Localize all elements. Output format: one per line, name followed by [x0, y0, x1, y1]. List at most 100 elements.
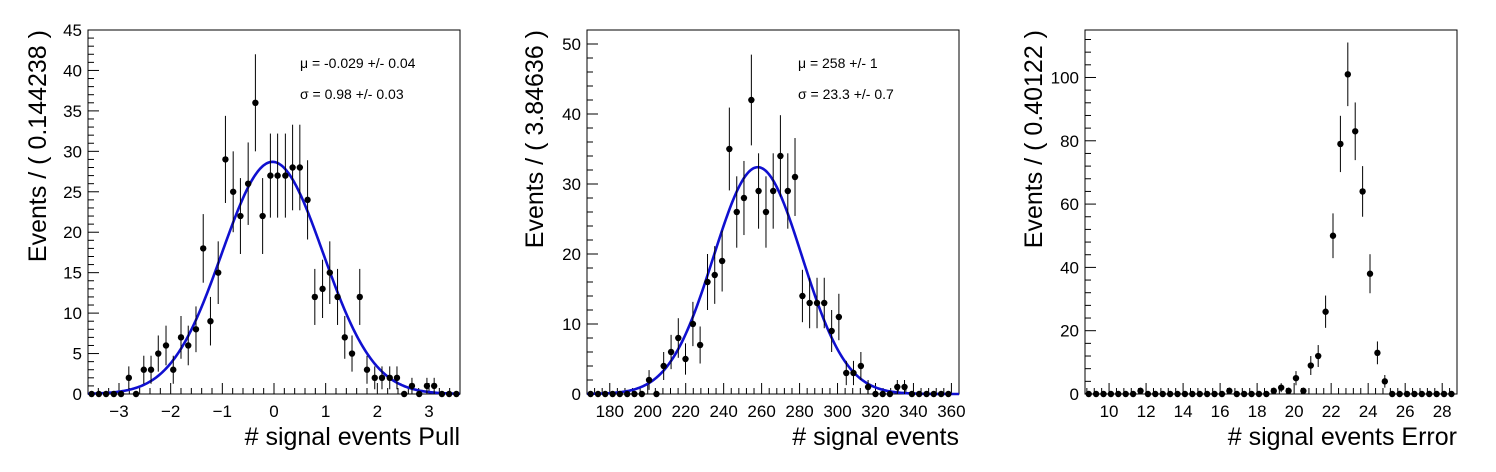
x-tick-label: 200 — [634, 402, 662, 421]
data-point — [1448, 390, 1455, 398]
data-point — [229, 188, 237, 195]
data-point — [1389, 390, 1396, 398]
x-tick-label: 300 — [823, 402, 851, 421]
data-point — [660, 362, 667, 370]
data-point — [110, 390, 118, 398]
plot-frame — [87, 29, 461, 395]
data-point — [1270, 387, 1277, 395]
data-point — [653, 390, 660, 398]
y-axis-title: Events / ( 0.40122 ) — [1020, 30, 1048, 248]
data-point — [1285, 387, 1292, 395]
data-point — [177, 334, 185, 341]
data-point — [682, 355, 689, 363]
data-point — [1092, 390, 1100, 398]
data-point — [624, 390, 631, 398]
data-point — [1100, 390, 1107, 398]
data-point — [1277, 384, 1285, 391]
data-point — [769, 187, 777, 195]
data-point — [282, 172, 289, 179]
data-point — [1255, 390, 1263, 398]
data-point — [689, 320, 697, 328]
data-point — [408, 382, 416, 390]
data-point — [1189, 390, 1196, 398]
x-tick-label: 16 — [1211, 402, 1230, 421]
y-tick-label: 30 — [63, 142, 82, 161]
data-point — [879, 390, 886, 398]
x-tick-label: 220 — [672, 402, 700, 421]
data-point — [1226, 387, 1233, 395]
data-point — [901, 383, 908, 391]
data-point — [748, 96, 755, 104]
data-point — [259, 212, 266, 220]
data-point — [835, 313, 843, 321]
x-tick-label: 2 — [373, 402, 382, 421]
x-tick-label: 14 — [1174, 402, 1193, 421]
data-point — [609, 390, 616, 398]
data-point — [453, 390, 460, 398]
y-tick-label: 35 — [63, 102, 82, 121]
data-point — [1240, 390, 1248, 398]
data-point — [733, 208, 740, 216]
x-tick-label: −2 — [161, 402, 180, 421]
data-point — [915, 390, 923, 398]
data-point — [704, 278, 711, 286]
data-point — [908, 390, 916, 398]
x-axis-title: # signal events — [792, 423, 959, 451]
data-point — [192, 326, 200, 333]
data-point — [894, 383, 901, 391]
data-point — [587, 390, 594, 398]
fit-result-mean: μ = -0.029 +/- 0.04 — [300, 55, 416, 71]
data-point — [821, 299, 828, 307]
data-point — [1337, 140, 1344, 148]
y-tick-label: 10 — [562, 315, 581, 334]
plot-frame — [1084, 29, 1458, 395]
data-point — [645, 376, 653, 384]
data-point — [638, 390, 646, 398]
data-point — [762, 208, 770, 216]
data-point — [378, 374, 386, 382]
data-point — [162, 342, 170, 349]
y-tick-label: 20 — [1060, 322, 1079, 341]
data-point — [1418, 390, 1426, 398]
data-point — [363, 366, 371, 373]
data-point — [1352, 128, 1359, 135]
data-point — [423, 382, 431, 390]
x-tick-label: 12 — [1137, 402, 1156, 421]
data-point — [334, 293, 341, 301]
data-point — [726, 145, 733, 153]
data-point — [222, 156, 229, 163]
x-tick-label: −3 — [109, 402, 128, 421]
x-axis-title: # signal events Pull — [245, 423, 460, 451]
data-point — [602, 390, 609, 398]
data-point — [289, 164, 296, 171]
data-point — [415, 390, 423, 398]
y-tick-label: 25 — [63, 183, 82, 202]
data-point — [1218, 390, 1226, 398]
data-point — [886, 390, 894, 398]
chart-panel-3: 10 12 14 16 18 20 22 24 26 28 0 20 40 60 80 100 # signal… — [1020, 29, 1458, 451]
y-tick-label: 80 — [1060, 132, 1079, 151]
data-point — [155, 350, 162, 357]
data-point — [1403, 390, 1411, 398]
x-tick-label: 26 — [1396, 402, 1415, 421]
data-point — [864, 383, 872, 391]
data-point — [1411, 390, 1418, 398]
data-point — [348, 350, 356, 357]
data-point — [828, 327, 835, 335]
data-point — [1166, 390, 1174, 398]
data-point — [711, 271, 718, 279]
y-tick-label: 60 — [1060, 195, 1079, 214]
data-point — [102, 390, 110, 398]
y-tick-label: 0 — [572, 385, 581, 404]
data-point — [237, 212, 244, 220]
x-tick-label: 20 — [1285, 402, 1304, 421]
y-tick-label: 50 — [562, 35, 581, 54]
y-tick-label: 40 — [562, 105, 581, 124]
data-point — [140, 366, 147, 373]
y-tick-label: 5 — [73, 345, 82, 364]
data-point — [215, 269, 222, 276]
data-point — [631, 390, 638, 398]
data-point — [1152, 390, 1159, 398]
x-tick-label: 260 — [747, 402, 775, 421]
data-point — [1122, 390, 1129, 398]
